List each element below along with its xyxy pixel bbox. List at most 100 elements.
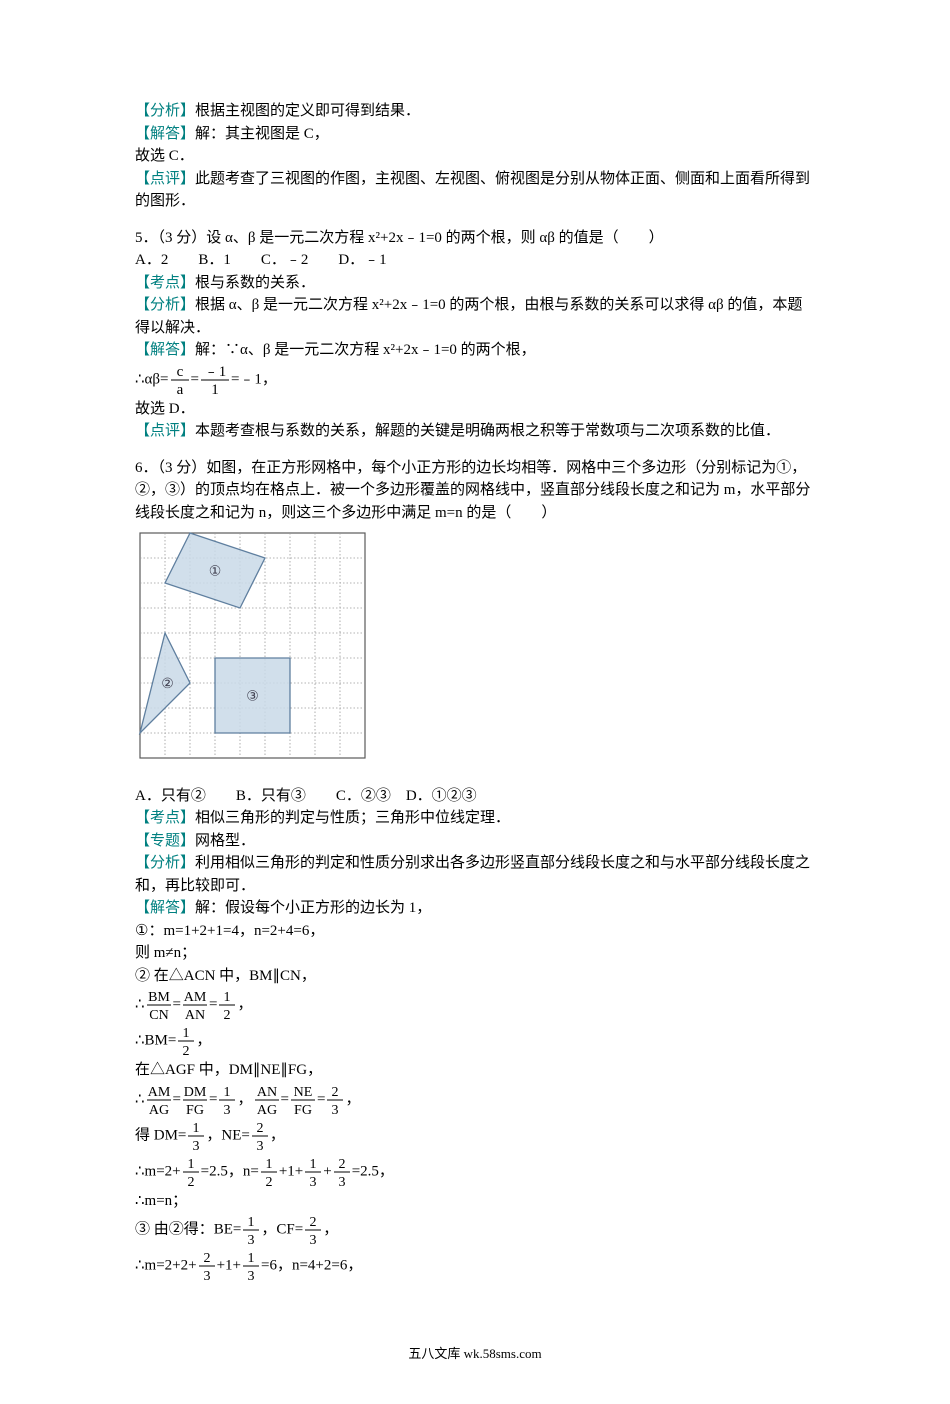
t: = (173, 1091, 181, 1107)
fraction-icon: 23 (250, 1118, 270, 1154)
step: ①：m=1+2+1=4，n=2+4=6， (135, 920, 815, 943)
svg-text:3: 3 (310, 1175, 317, 1190)
t: =2.5， (352, 1163, 394, 1179)
text: 故选 C． (135, 145, 815, 168)
fraction-icon: NE FG (289, 1082, 317, 1118)
fraction-icon: 12 (181, 1154, 201, 1190)
svg-text:2: 2 (256, 1121, 263, 1136)
svg-text:FG: FG (294, 1103, 312, 1118)
t: ， (323, 1221, 338, 1237)
svg-text:AG: AG (256, 1103, 276, 1118)
text: 根据 α、β 是一元二次方程 x²+2x﹣1=0 的两个根，由根与系数的关系可以… (135, 297, 802, 336)
svg-text:2: 2 (183, 1044, 190, 1059)
text: 此题考查了三视图的作图，主视图、左视图、俯视图是分别从物体正面、侧面和上面看所得… (135, 171, 810, 210)
label-kd: 【考点】 (135, 275, 195, 291)
eq: = (191, 371, 199, 387)
label-comment: 【点评】 (135, 171, 195, 187)
svg-text:﹣1: ﹣1 (204, 364, 227, 380)
fraction-icon: AM AG (145, 1082, 173, 1118)
label-kd: 【考点】 (135, 810, 195, 826)
kd-line: 【考点】相似三角形的判定与性质；三角形中位线定理． (135, 807, 815, 830)
t: ， (345, 1091, 360, 1107)
svg-text:AG: AG (148, 1103, 168, 1118)
step: 在△AGF 中，DM∥NE∥FG， (135, 1059, 815, 1082)
svg-text:3: 3 (332, 1103, 339, 1118)
svg-text:2: 2 (310, 1215, 317, 1230)
q6-stem: 6．（3 分）如图，在正方形网格中，每个小正方形的边长均相等．网格中三个多边形（… (135, 457, 815, 525)
t: ， (196, 1032, 211, 1048)
t: = (209, 1091, 217, 1107)
step-frac: ∴m=2+12=2.5，n=12+1+13+23=2.5， (135, 1154, 815, 1190)
step-frac: ∴AMAG=DMFG=13，ANAG=NEFG=23， (135, 1082, 815, 1118)
suffix: =﹣1， (231, 371, 277, 387)
fraction-icon: 13 (186, 1118, 206, 1154)
text: 网格型． (195, 833, 255, 849)
t: =2.5，n= (201, 1163, 259, 1179)
svg-text:AN: AN (185, 1008, 205, 1023)
svg-text:c: c (176, 364, 183, 380)
svg-text:a: a (176, 382, 183, 398)
q5-equation: ∴αβ=ca=﹣11=﹣1， (135, 362, 815, 398)
zt-line: 【专题】网格型． (135, 830, 815, 853)
analysis-line: 【分析】根据主视图的定义即可得到结果． (135, 100, 815, 123)
svg-text:1: 1 (211, 382, 219, 398)
grid-svg: ①②③ (135, 528, 370, 773)
t: ∴ (135, 1091, 145, 1107)
svg-text:1: 1 (248, 1215, 255, 1230)
fraction-icon: 23 (303, 1212, 323, 1248)
svg-text:AM: AM (184, 990, 207, 1005)
svg-text:CN: CN (149, 1008, 168, 1023)
svg-text:AM: AM (147, 1085, 170, 1100)
label-fx: 【分析】 (135, 297, 195, 313)
t: = (281, 1091, 289, 1107)
fraction-icon: 23 (325, 1082, 345, 1118)
text: 根与系数的关系． (195, 275, 315, 291)
step-frac: ∴BM=12， (135, 1023, 815, 1059)
fraction-icon: 23 (197, 1248, 217, 1284)
text: 相似三角形的判定与性质；三角形中位线定理． (195, 810, 510, 826)
svg-text:1: 1 (310, 1157, 317, 1172)
jd-line: 【解答】解：假设每个小正方形的边长为 1， (135, 897, 815, 920)
label-zt: 【专题】 (135, 833, 195, 849)
svg-text:①: ① (209, 565, 222, 580)
kd-line: 【考点】根与系数的关系． (135, 272, 815, 295)
fraction-icon: 13 (241, 1212, 261, 1248)
t: ，CF= (261, 1221, 303, 1237)
label-answer: 【解答】 (135, 126, 195, 142)
fx-line: 【分析】利用相似三角形的判定和性质分别求出各多边形竖直部分线段长度之和与水平部分… (135, 852, 815, 897)
text: 解：其主视图是 C， (195, 126, 329, 142)
fraction-icon: ANAG (253, 1082, 281, 1118)
fx-line: 【分析】根据 α、β 是一元二次方程 x²+2x﹣1=0 的两个根，由根与系数的… (135, 294, 815, 339)
t: 得 DM= (135, 1127, 186, 1143)
step-frac: ∴m=2+2+23+1+13=6，n=4+2=6， (135, 1248, 815, 1284)
svg-text:3: 3 (256, 1139, 263, 1154)
page-content: 【分析】根据主视图的定义即可得到结果． 【解答】解：其主视图是 C， 故选 C．… (0, 0, 950, 1404)
svg-text:1: 1 (224, 990, 231, 1005)
svg-text:2: 2 (187, 1175, 194, 1190)
svg-text:FG: FG (186, 1103, 204, 1118)
svg-text:3: 3 (248, 1233, 255, 1248)
answer-line: 【解答】解：其主视图是 C， (135, 123, 815, 146)
svg-text:③: ③ (246, 690, 259, 705)
t: ， (270, 1127, 285, 1143)
text: 利用相似三角形的判定和性质分别求出各多边形竖直部分线段长度之和与水平部分线段长度… (135, 855, 810, 894)
t: ∴ (135, 996, 145, 1012)
svg-text:1: 1 (193, 1121, 200, 1136)
text: 本题考查根与系数的关系，解题的关键是明确两根之积等于常数项与二次项系数的比值． (195, 423, 780, 439)
svg-text:3: 3 (310, 1233, 317, 1248)
fraction-icon: ﹣11 (199, 362, 231, 398)
label-analysis: 【分析】 (135, 103, 195, 119)
text: 解：假设每个小正方形的边长为 1， (195, 900, 431, 916)
fraction-icon: 13 (303, 1154, 323, 1190)
label-jd: 【解答】 (135, 900, 195, 916)
step: 则 m≠n； (135, 942, 815, 965)
fraction-icon: 12 (217, 987, 237, 1023)
svg-text:1: 1 (187, 1157, 194, 1172)
fraction-icon: 23 (332, 1154, 352, 1190)
t: ③ 由②得：BE= (135, 1221, 241, 1237)
t: =6，n=4+2=6， (261, 1257, 362, 1273)
fraction-icon: 12 (176, 1023, 196, 1059)
step: ② 在△ACN 中，BM∥CN， (135, 965, 815, 988)
svg-text:NE: NE (294, 1085, 313, 1100)
step-frac: 得 DM=13，NE=23， (135, 1118, 815, 1154)
